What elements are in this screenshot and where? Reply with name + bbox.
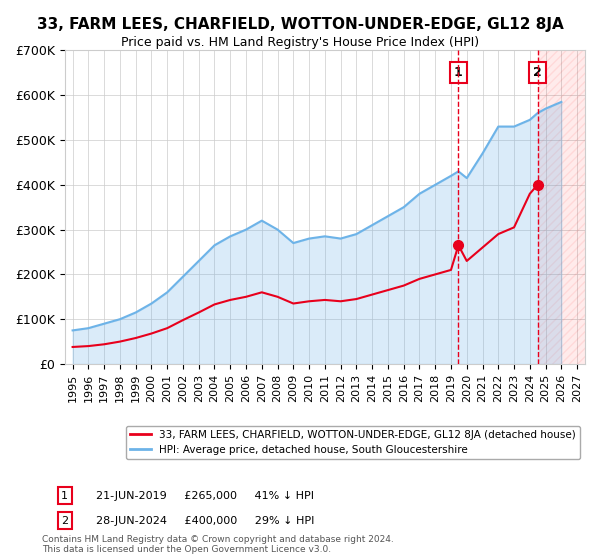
Text: 21-JUN-2019     £265,000     41% ↓ HPI: 21-JUN-2019 £265,000 41% ↓ HPI [96,491,314,501]
Text: 2: 2 [533,66,542,79]
Text: 33, FARM LEES, CHARFIELD, WOTTON-UNDER-EDGE, GL12 8JA: 33, FARM LEES, CHARFIELD, WOTTON-UNDER-E… [37,17,563,32]
Text: 1: 1 [454,66,463,79]
Text: 2: 2 [61,516,68,526]
Legend: 33, FARM LEES, CHARFIELD, WOTTON-UNDER-EDGE, GL12 8JA (detached house), HPI: Ave: 33, FARM LEES, CHARFIELD, WOTTON-UNDER-E… [125,426,580,459]
Text: 1: 1 [61,491,68,501]
Text: Contains HM Land Registry data © Crown copyright and database right 2024.
This d: Contains HM Land Registry data © Crown c… [42,535,394,554]
Text: 28-JUN-2024     £400,000     29% ↓ HPI: 28-JUN-2024 £400,000 29% ↓ HPI [96,516,314,526]
Bar [538,50,585,364]
Text: Price paid vs. HM Land Registry's House Price Index (HPI): Price paid vs. HM Land Registry's House … [121,36,479,49]
